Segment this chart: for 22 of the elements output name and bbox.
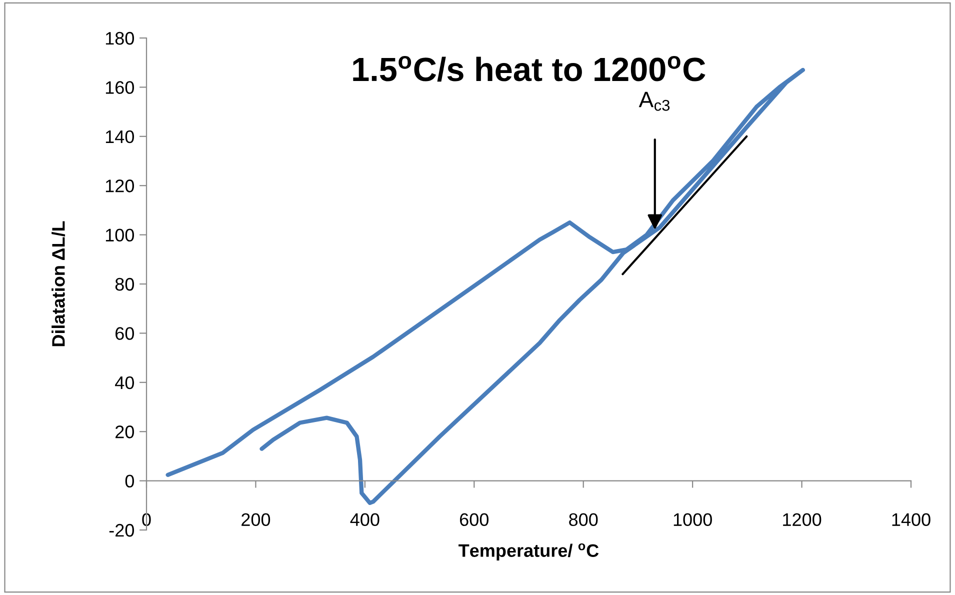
- y-tick-label: 180: [106, 32, 134, 45]
- x-tick-label: 800: [569, 513, 598, 526]
- x-tick-label: 200: [242, 513, 270, 526]
- y-tick-label: 20: [116, 426, 134, 438]
- chart-title: 1.5$^{o}$C/s heat to 1200$^{o}$C: [353, 56, 706, 82]
- y-axis-title: Dilatation ΔL/L: [52, 221, 66, 346]
- y-tick-label: 40: [115, 376, 134, 390]
- y-tick-label: 80: [115, 278, 134, 291]
- y-tick-label: 60: [116, 327, 134, 340]
- y-tick-label: -20: [109, 524, 134, 537]
- y-tick-label: 0: [125, 474, 134, 488]
- x-tick-label: 1400: [892, 513, 930, 526]
- y-tick-label: 160: [106, 81, 134, 94]
- x-tick-label: 400: [350, 513, 380, 526]
- y-tick-label: 120: [106, 180, 134, 192]
- x-tick-label: 1000: [674, 513, 712, 526]
- y-tick-label: 100: [106, 228, 134, 242]
- annotation: A$_{c3}$: [638, 92, 670, 111]
- x-tick-label: 600: [460, 513, 488, 526]
- y-tick-label: 140: [106, 130, 134, 144]
- x-axis-title: Temperature/ $^{o}$C: [458, 543, 599, 561]
- x-tick-label: 1200: [783, 513, 822, 526]
